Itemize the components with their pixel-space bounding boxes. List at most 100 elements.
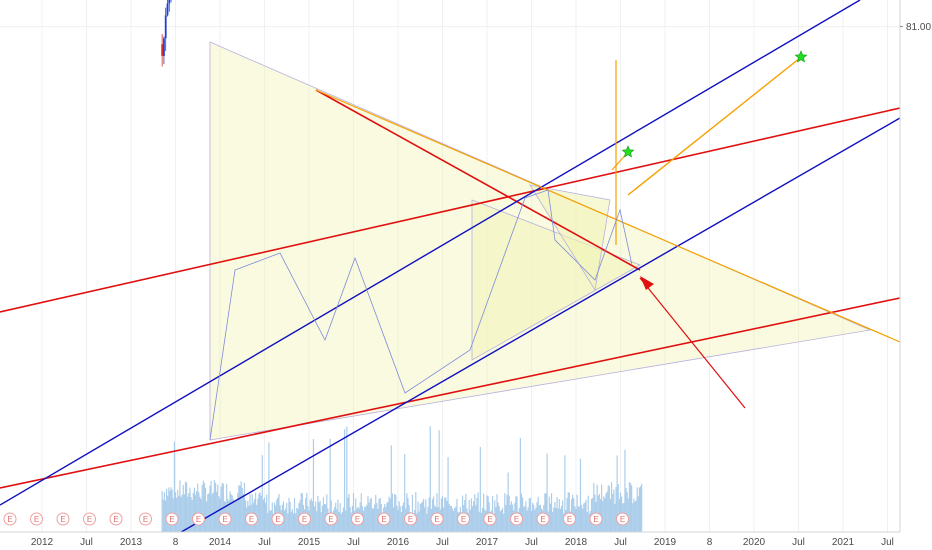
volume-bar	[317, 495, 319, 532]
volume-bar	[402, 502, 405, 532]
volume-bar	[202, 480, 204, 532]
arrow-head	[640, 276, 654, 290]
candle-body	[168, 0, 171, 4]
volume-bar	[598, 493, 600, 532]
volume-bar	[605, 493, 607, 532]
volume-bar	[525, 501, 527, 532]
volume-bar	[519, 437, 521, 532]
volume-bar	[269, 510, 271, 532]
volume-bar	[421, 501, 424, 532]
volume-bar	[229, 491, 231, 532]
volume-bar	[286, 502, 288, 532]
volume-bar	[179, 480, 181, 532]
earnings-marker-icon	[510, 512, 523, 526]
volume-bar	[624, 449, 626, 532]
volume-bar	[602, 500, 604, 532]
volume-bar	[550, 493, 553, 532]
earnings-marker-icon	[377, 512, 391, 526]
volume-bar	[398, 501, 400, 532]
volume-bar	[164, 500, 167, 532]
volume-bar	[183, 494, 185, 532]
earnings-marker-label: E	[461, 515, 466, 524]
volume-bar	[347, 497, 349, 532]
time-tick-label: Jul	[80, 537, 93, 548]
volume-bar	[606, 491, 608, 532]
volume-bar	[313, 506, 316, 532]
volume-bar	[469, 509, 471, 532]
volume-bar	[315, 501, 317, 532]
volume-bar	[426, 513, 428, 532]
earnings-marker-icon	[3, 512, 17, 526]
volume-bar	[293, 497, 296, 532]
volume-bar	[321, 505, 323, 532]
earnings-marker-label: E	[593, 515, 598, 524]
earnings-marker-label: E	[60, 515, 65, 524]
volume-bar	[576, 494, 578, 532]
earnings-marker-icon	[483, 512, 497, 526]
volume-bar	[604, 498, 606, 532]
volume-bar	[498, 506, 500, 532]
volume-bar	[161, 491, 163, 532]
volume-bar	[283, 510, 286, 532]
time-tick-label: 2021	[832, 537, 855, 548]
volume-bar	[182, 484, 184, 532]
volume-bar	[400, 511, 402, 532]
volume-bar	[422, 498, 425, 532]
earnings-marker-icon	[271, 512, 285, 526]
volume-bar	[554, 502, 556, 532]
volume-bar	[322, 497, 325, 532]
volume-bar	[352, 493, 355, 532]
volume-bar	[371, 508, 374, 532]
volume-bar	[267, 512, 269, 532]
volume-bar	[546, 453, 548, 532]
volume-bar	[399, 506, 401, 532]
earnings-marker-icon	[563, 512, 576, 526]
volume-bar	[233, 501, 236, 532]
earnings-marker-label: E	[328, 515, 333, 524]
red-descending-line	[315, 89, 641, 271]
blue-channel-upper	[0, 0, 861, 506]
time-tick-label: 2020	[743, 537, 766, 548]
time-tick-label: Jul	[881, 537, 894, 548]
volume-bar	[526, 510, 528, 532]
volume-bar	[204, 487, 207, 532]
price-tick-label: 81.00	[906, 22, 931, 33]
red-channel-upper	[0, 107, 901, 313]
volume-bar	[508, 495, 510, 532]
volume-bar	[178, 495, 180, 532]
volume-bar	[568, 492, 570, 532]
volume-bar	[557, 508, 559, 532]
volume-bar	[637, 496, 639, 532]
earnings-marker-icon	[536, 512, 550, 526]
time-axis[interactable]: 2012 Jul 2013 8 2014 Jul 2015 Jul 2016 Jul 2017 Jul…	[0, 531, 900, 550]
volume-bar	[320, 512, 322, 532]
volume-bar	[563, 513, 565, 532]
candle-body	[163, 38, 165, 56]
volume-bar	[319, 500, 321, 532]
volume-bar	[520, 493, 523, 532]
volume-bar	[627, 498, 629, 532]
volume-bar	[607, 485, 609, 532]
volume-bar	[524, 506, 526, 532]
volume-bar	[349, 507, 351, 532]
volume-bar	[184, 481, 187, 532]
volume-bar	[369, 499, 371, 532]
volume-bar	[230, 494, 232, 532]
wave-path	[209, 189, 633, 441]
volume-bar	[633, 498, 635, 532]
volume-bar	[417, 501, 419, 532]
target-star-icon	[794, 50, 808, 63]
time-tick-label: Jul	[525, 537, 538, 548]
volume-bar	[287, 513, 289, 532]
blue-channel-lower	[149, 117, 901, 550]
volume-bar	[196, 491, 198, 532]
volume-bar	[197, 483, 199, 532]
volume-bar	[544, 493, 546, 532]
price-axis[interactable]: 920.00800.00723.80640.00565.00505.00462.…	[899, 0, 932, 550]
earnings-marker-label: E	[87, 515, 92, 524]
volume-bar	[575, 509, 577, 532]
earnings-marker-icon	[430, 512, 444, 526]
volume-bar	[350, 512, 352, 532]
volume-bar	[429, 426, 431, 532]
